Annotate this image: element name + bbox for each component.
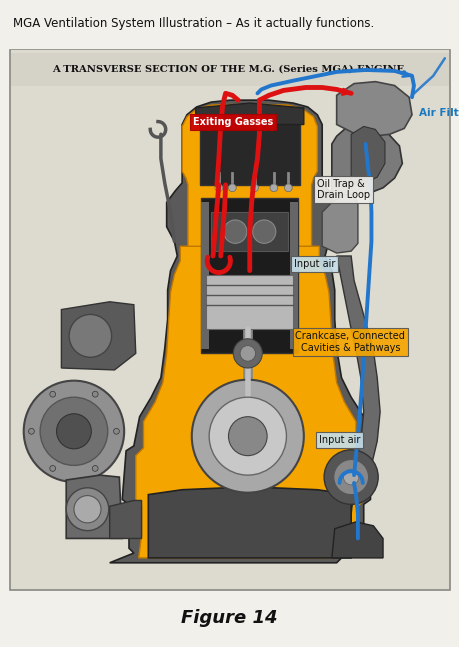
Polygon shape	[110, 100, 370, 563]
Polygon shape	[332, 256, 380, 538]
Circle shape	[334, 459, 369, 494]
Text: Input air: Input air	[294, 259, 336, 269]
Circle shape	[56, 414, 91, 449]
Polygon shape	[110, 500, 141, 538]
Circle shape	[343, 469, 359, 485]
Text: Oil Trap &
Drain Loop: Oil Trap & Drain Loop	[317, 179, 370, 201]
Circle shape	[229, 417, 267, 455]
Circle shape	[229, 184, 236, 192]
Circle shape	[74, 496, 101, 523]
Circle shape	[285, 184, 292, 192]
Bar	[211, 212, 288, 251]
Bar	[206, 276, 293, 329]
Bar	[202, 203, 209, 349]
Circle shape	[224, 220, 247, 243]
Polygon shape	[136, 247, 364, 558]
Circle shape	[28, 428, 34, 434]
Text: Figure 14: Figure 14	[181, 609, 278, 628]
Polygon shape	[62, 302, 136, 370]
Text: Exiting Gasses: Exiting Gasses	[192, 117, 273, 127]
Circle shape	[66, 488, 109, 531]
Text: Crankcase, Connected
Cavities & Pathways: Crankcase, Connected Cavities & Pathways	[296, 331, 405, 353]
Circle shape	[92, 391, 98, 397]
Polygon shape	[196, 103, 304, 124]
Circle shape	[240, 345, 256, 361]
Circle shape	[69, 314, 112, 357]
Bar	[290, 203, 298, 349]
Circle shape	[92, 465, 98, 471]
FancyBboxPatch shape	[10, 50, 450, 590]
Circle shape	[270, 184, 278, 192]
Polygon shape	[336, 82, 412, 136]
Circle shape	[209, 397, 286, 475]
Bar	[202, 197, 298, 353]
Text: MGA Ventilation System Illustration – As it actually functions.: MGA Ventilation System Illustration – As…	[13, 17, 374, 30]
Circle shape	[233, 339, 262, 368]
Polygon shape	[148, 487, 351, 558]
Polygon shape	[351, 126, 385, 183]
Bar	[200, 116, 300, 185]
Text: A TRANSVERSE SECTION OF THE M.G. (Series MGA) ENGINE: A TRANSVERSE SECTION OF THE M.G. (Series…	[52, 65, 404, 74]
Polygon shape	[66, 475, 122, 538]
Circle shape	[324, 450, 378, 505]
Polygon shape	[322, 195, 358, 253]
Circle shape	[252, 220, 276, 243]
Circle shape	[215, 184, 223, 192]
Circle shape	[50, 465, 56, 471]
Polygon shape	[332, 124, 403, 212]
Circle shape	[113, 428, 119, 434]
Circle shape	[50, 391, 56, 397]
Circle shape	[192, 380, 304, 492]
Polygon shape	[332, 522, 383, 558]
Text: Input air: Input air	[319, 435, 360, 445]
Polygon shape	[182, 104, 317, 247]
Circle shape	[251, 184, 258, 192]
Circle shape	[24, 380, 124, 482]
Text: Air Filter: Air Filter	[419, 108, 459, 118]
Circle shape	[40, 397, 108, 465]
Bar	[11, 54, 449, 85]
